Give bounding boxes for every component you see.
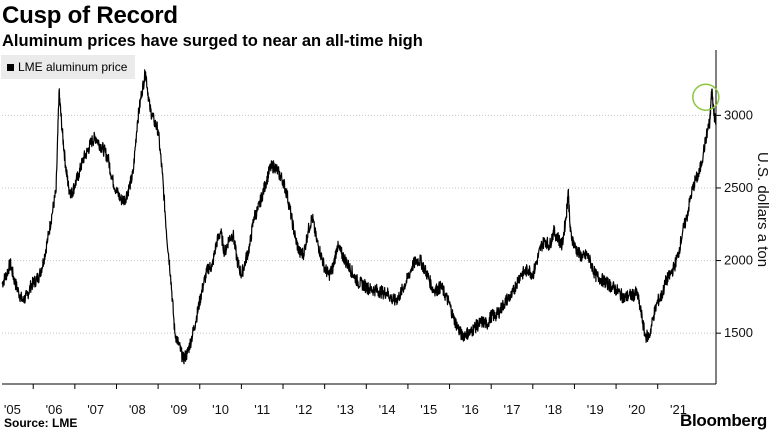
x-tick-label-2014: '14 [379, 402, 396, 417]
x-tick-label-2010: '10 [212, 402, 229, 417]
y-tick-label-2000: 2000 [724, 253, 753, 268]
x-tick-label-2019: '19 [587, 402, 604, 417]
legend: LME aluminum price [1, 55, 136, 79]
chart-subtitle: Aluminum prices have surged to near an a… [2, 32, 423, 50]
annotation-layer [692, 83, 720, 111]
legend-swatch [7, 63, 14, 71]
x-tick-label-2017: '17 [504, 402, 521, 417]
x-tick-label-2020: '20 [628, 402, 645, 417]
y-tick-label-1500: 1500 [724, 325, 753, 340]
chart-axes: 1500 2000 2500 3000 '05 '06 '07 '08 '09 '10 '11 '12… [2, 50, 753, 417]
y-axis-label: U.S. dollars a ton [754, 152, 771, 268]
bloomberg-logo: Bloomberg [679, 411, 767, 430]
x-tick-label-2016: '16 [462, 402, 479, 417]
series-layer [1, 69, 717, 365]
x-tick-label-2013: '13 [337, 402, 354, 417]
x-tick-label-2012: '12 [295, 402, 312, 417]
x-tick-label-2007: '07 [87, 402, 104, 417]
x-tick-label-2006: '06 [46, 402, 63, 417]
x-tick-label-2011: '11 [254, 402, 270, 417]
x-tick-label-2008: '08 [129, 402, 146, 417]
peak-highlight-circle [692, 83, 720, 111]
source-note: Source: LME [4, 416, 78, 430]
y-tick-label-2500: 2500 [724, 180, 753, 195]
x-tick-label-2005: '05 [4, 402, 21, 417]
x-tick-label-2015: '15 [420, 402, 437, 417]
x-tick-label-2009: '09 [170, 402, 187, 417]
series-line-lme-aluminum [1, 69, 717, 365]
x-tick-label-2021: '21 [670, 402, 687, 417]
y-tick-label-3000: 3000 [724, 107, 753, 122]
x-tick-label-2018: '18 [545, 402, 562, 417]
chart-title: Cusp of Record [2, 2, 178, 29]
grid-lines [2, 114, 716, 334]
legend-label: LME aluminum price [18, 60, 128, 74]
